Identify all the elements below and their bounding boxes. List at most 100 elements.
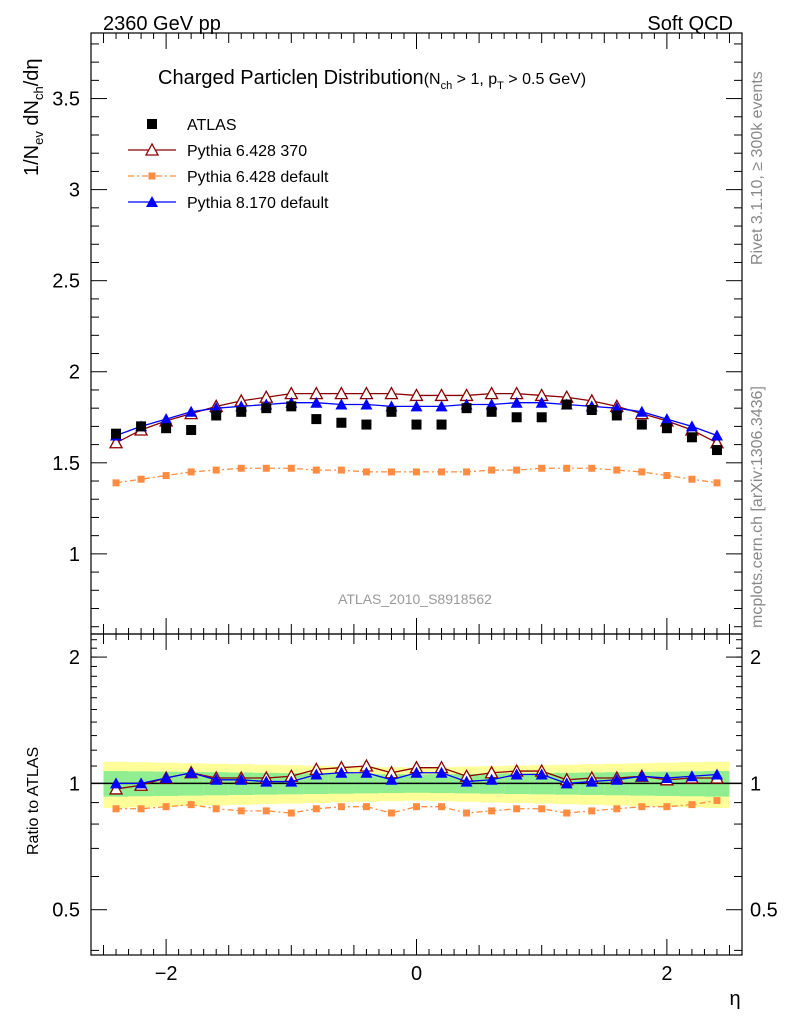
data-point-atlas [186, 425, 197, 436]
data-point-atlas [586, 404, 597, 415]
ratio-point-pythia-6-428-default [613, 805, 621, 813]
chart-title: Charged Particleη Distribution(Nch > 1, … [158, 67, 586, 92]
data-point-atlas [261, 403, 272, 414]
data-point-pythia-8-170-default [435, 400, 448, 412]
data-point-pythia-8-170-default [660, 413, 673, 425]
ratio-point-pythia-6-428-default [463, 809, 471, 817]
data-point-pythia-8-170-default [410, 400, 423, 412]
data-point-pythia-6-428-default [312, 466, 320, 474]
x-axis-label: η [729, 988, 740, 1010]
legend-label-atlas: ATLAS [187, 117, 237, 134]
data-point-pythia-6-428-default [387, 468, 395, 476]
data-point-pythia-6-428-default [362, 468, 370, 476]
data-point-atlas [536, 412, 547, 423]
data-point-pythia-6-428-default [688, 475, 696, 483]
ratio-point-pythia-6-428-default [312, 805, 320, 813]
data-point-pythia-6-428-default [413, 468, 420, 476]
ratio-point-pythia-6-428-default [663, 803, 671, 811]
ratio-point-pythia-6-428-default [237, 807, 245, 815]
y-tick-label: 3 [69, 180, 80, 202]
ratio-point-pythia-8-170-default [135, 777, 148, 789]
ratio-point-pythia-8-170-default [560, 777, 573, 789]
ratio-point-pythia-6-428-default [362, 803, 370, 811]
ratio-point-pythia-8-170-default [310, 768, 323, 780]
ratio-point-pythia-6-428-default [262, 807, 270, 815]
ratio-point-pythia-8-170-default [210, 773, 223, 785]
data-point-atlas [361, 419, 372, 430]
data-point-atlas [111, 428, 122, 439]
ratio-point-pythia-6-428-default [337, 803, 345, 811]
data-point-pythia-8-170-default [635, 405, 648, 417]
ratio-point-pythia-8-170-default [335, 766, 348, 778]
data-point-pythia-6-428-default [513, 466, 521, 474]
data-point-atlas [611, 410, 622, 421]
legend: ATLAS Pythia 6.428 370 Pythia 6.428 defaul… [128, 117, 329, 212]
data-point-pythia-6-428-default [337, 466, 345, 474]
ratio-point-pythia-6-428-default [563, 809, 571, 817]
data-point-pythia-6-428-default [538, 464, 546, 472]
ratio-point-pythia-6-428-370 [108, 781, 124, 795]
ratio-point-pythia-6-428-default [638, 803, 646, 811]
ratio-y-tick-label-right: 0.5 [750, 900, 778, 922]
data-point-pythia-8-170-default [310, 396, 323, 408]
data-point-pythia-6-428-default [713, 479, 721, 487]
y-tick-label: 1.5 [52, 453, 80, 475]
ratio-point-pythia-8-170-default [235, 773, 248, 785]
data-point-pythia-6-428-default [137, 475, 145, 483]
ratio-point-pythia-8-170-default [610, 773, 623, 785]
data-point-pythia-6-428-default [187, 468, 195, 476]
ratio-point-pythia-8-170-default [685, 770, 698, 782]
ratio-point-pythia-8-170-default [185, 766, 198, 778]
data-point-pythia-8-170-default [710, 429, 723, 441]
data-point-atlas [561, 399, 572, 410]
ratio-point-pythia-8-170-default [110, 777, 123, 789]
ratio-point-pythia-6-428-default [538, 805, 546, 813]
data-point-pythia-6-428-default [237, 464, 245, 472]
data-point-atlas [461, 403, 472, 414]
ratio-point-pythia-8-170-default [485, 773, 498, 785]
ratio-point-pythia-6-428-default [588, 807, 596, 815]
data-point-pythia-8-170-default [335, 398, 348, 410]
ratio-point-pythia-6-428-default [438, 803, 446, 811]
data-point-atlas [311, 414, 322, 425]
data-point-pythia-8-170-default [510, 396, 523, 408]
y-tick-label: 1 [69, 544, 80, 566]
data-point-pythia-8-170-default [535, 396, 548, 408]
ratio-point-pythia-6-428-default [112, 805, 120, 813]
data-point-atlas [286, 401, 297, 412]
data-point-pythia-6-428-default [663, 472, 671, 480]
mcplots-label: mcplots.cern.ch [arXiv:1306.3436] [749, 386, 766, 628]
data-point-atlas [211, 410, 222, 421]
data-point-pythia-6-428-default [563, 464, 571, 472]
data-point-pythia-8-170-default [210, 402, 223, 414]
data-point-pythia-6-428-default [112, 479, 120, 487]
data-point-pythia-8-170-default [685, 420, 698, 432]
ratio-point-pythia-6-428-default [287, 809, 295, 817]
ratio-y-axis-label: Ratio to ATLAS [25, 747, 42, 855]
data-point-pythia-6-428-default [287, 464, 295, 472]
data-point-atlas [636, 419, 647, 430]
data-point-atlas [711, 445, 722, 456]
legend-marker-pythia-6-428-default [148, 172, 156, 180]
header-left: 2360 GeV pp [103, 13, 221, 35]
ratio-point-pythia-8-170-default [360, 766, 373, 778]
data-point-atlas [336, 417, 347, 428]
data-point-atlas [136, 421, 147, 432]
data-point-pythia-8-170-default [610, 402, 623, 414]
ratio-point-pythia-6-428-default [162, 803, 170, 811]
ratio-point-pythia-6-428-default [713, 797, 721, 805]
ratio-point-pythia-6-428-default [387, 809, 395, 817]
ratio-y-tick-label: 2 [69, 647, 80, 669]
ratio-point-pythia-8-170-default [160, 772, 173, 784]
data-point-pythia-6-428-370 [384, 386, 399, 400]
data-point-pythia-8-170-default [360, 398, 373, 410]
ratio-point-pythia-6-428-default [688, 801, 696, 809]
data-point-atlas [486, 406, 497, 417]
header-right: Soft QCD [647, 13, 733, 35]
rivet-label: Rivet 3.1.10, ≥ 300k events [749, 71, 766, 265]
ratio-panel: −2 0 2 0.5 0.5 1 1 2 2 [52, 633, 778, 985]
ratio-point-pythia-6-428-default [187, 801, 195, 809]
ratio-point-pythia-8-170-default [510, 768, 523, 780]
ratio-y-tick-label: 0.5 [52, 900, 80, 922]
y-tick-label: 2.5 [52, 271, 80, 293]
